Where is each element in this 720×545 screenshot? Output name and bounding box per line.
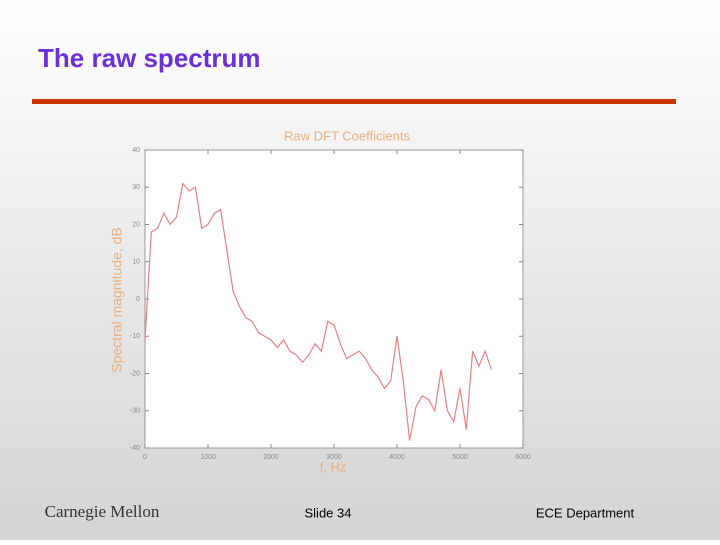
x-tick-label: 3000 <box>326 454 342 461</box>
footer-dept: ECE Department <box>536 505 635 520</box>
y-tick-label: -20 <box>130 370 140 377</box>
y-tick-label: -10 <box>130 333 140 340</box>
spectrum-line <box>144 182 493 441</box>
footer-logo: Carnegie Mellon <box>45 502 160 521</box>
y-tick-label: 40 <box>132 147 140 154</box>
footer-slide: Slide 34 <box>305 505 352 520</box>
x-tick-label: 5000 <box>452 454 468 461</box>
y-tick-label: 10 <box>132 259 140 266</box>
y-tick-label: 20 <box>132 221 140 228</box>
y-tick-label: 0 <box>136 296 140 303</box>
y-tick-label: -40 <box>130 445 140 452</box>
plot-area <box>144 149 524 449</box>
slide-title: The raw spectrum <box>38 43 261 73</box>
x-tick-label: 1000 <box>200 454 216 461</box>
x-tick-label: 4000 <box>389 454 405 461</box>
title-rule <box>32 99 676 104</box>
x-tick-label: 6000 <box>515 454 531 461</box>
x-axis-label: f, Hz <box>320 459 347 474</box>
chart-title: Raw DFT Coefficients <box>284 128 410 143</box>
x-tick-label: 2000 <box>263 454 279 461</box>
y-axis-label: Spectral magnitude, dB <box>109 227 125 373</box>
y-tick-label: 30 <box>132 184 140 191</box>
y-tick-label: -30 <box>130 408 140 415</box>
x-tick-label: 0 <box>143 454 147 461</box>
